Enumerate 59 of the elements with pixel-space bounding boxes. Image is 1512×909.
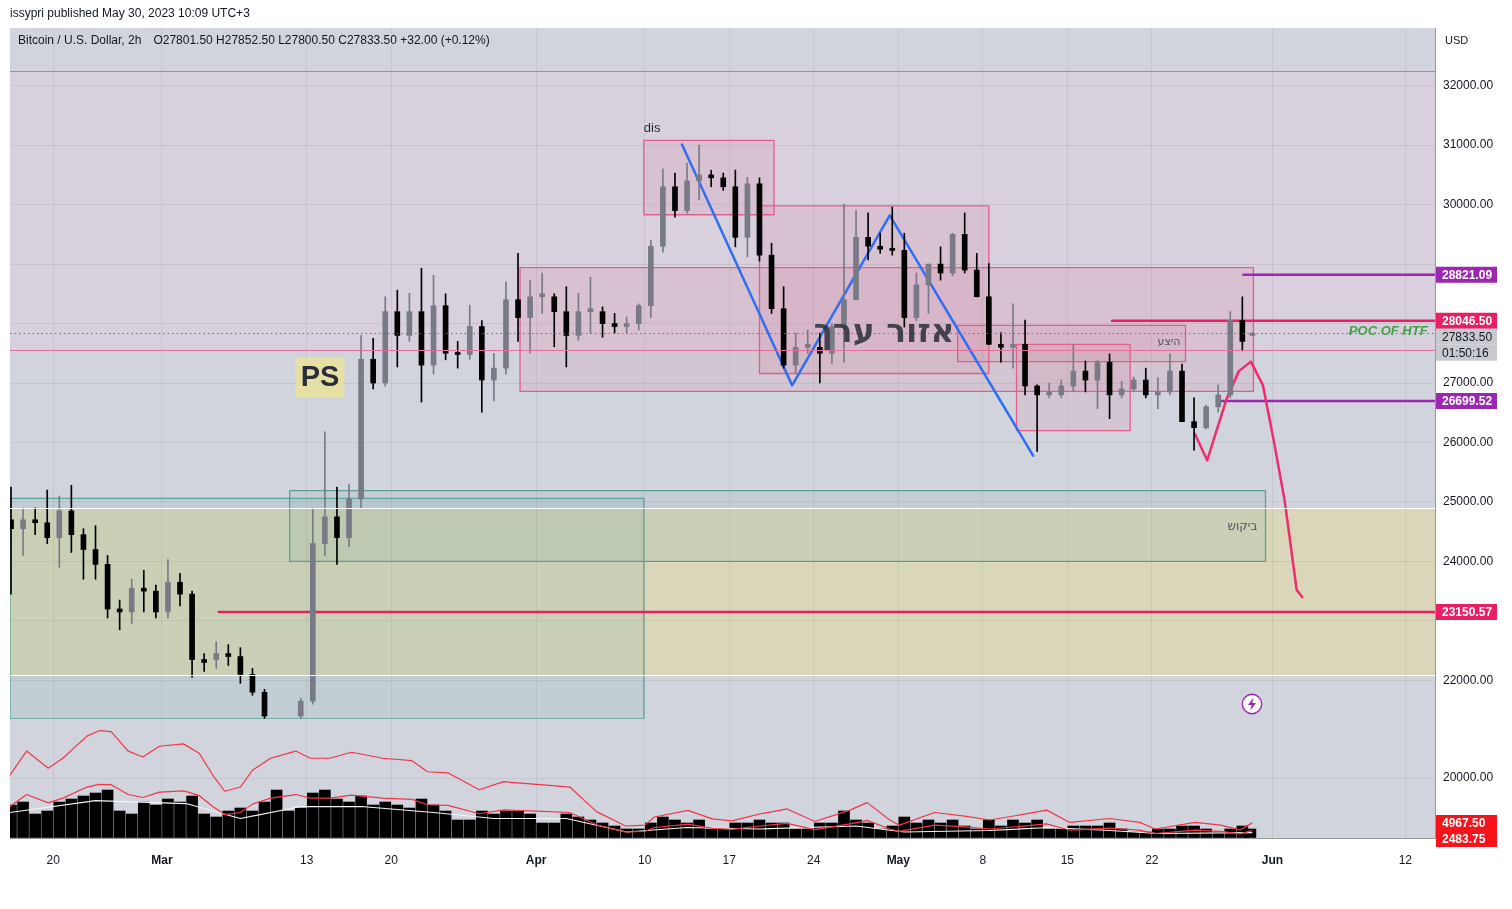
- candlestick: [213, 641, 220, 669]
- candlestick: [877, 232, 884, 254]
- candlestick: [225, 644, 232, 666]
- candlestick: [539, 272, 545, 314]
- y-tick-label: 22000.00: [1443, 672, 1494, 687]
- y-tick-label: 27000.00: [1443, 375, 1494, 390]
- x-tick-label: 15: [1060, 852, 1075, 867]
- x-tick-label: Mar: [151, 852, 173, 867]
- candlestick: [804, 329, 811, 354]
- annotation: היצע: [1157, 335, 1181, 349]
- annotation: ביקוש: [1227, 518, 1258, 533]
- y-tick-label: 31000.00: [1443, 137, 1494, 152]
- y-tick-label: 20000.00: [1443, 770, 1494, 785]
- candlestick: [998, 332, 1004, 363]
- candlestick: [1010, 303, 1016, 369]
- x-tick-label: 12: [1398, 852, 1413, 867]
- x-tick-label: 24: [807, 852, 821, 867]
- annotation: POC OF HTF: [1348, 323, 1429, 339]
- candlestick: [20, 507, 26, 556]
- data-label: 26699.52: [1442, 393, 1493, 408]
- candlestick: [1191, 397, 1197, 451]
- candlestick: [491, 352, 497, 402]
- candlestick: [32, 507, 38, 535]
- candlestick: [515, 253, 521, 342]
- x-tick-label: Apr: [525, 852, 547, 867]
- y-tick-label: 25000.00: [1443, 494, 1494, 509]
- candlestick: [696, 144, 702, 201]
- y-tick-label: 32000.00: [1443, 77, 1494, 92]
- x-tick-label: 10: [638, 852, 652, 867]
- candlestick: [889, 206, 896, 256]
- text: Bitcoin / U.S. Dollar, 2h: [18, 33, 142, 48]
- x-tick-label: 20: [46, 852, 61, 867]
- candlestick: [1034, 384, 1040, 452]
- data-label: 28046.50: [1442, 313, 1493, 328]
- y-tick-label: 24000.00: [1443, 553, 1494, 568]
- text: 4967.50: [1442, 815, 1486, 830]
- candlestick: [201, 653, 207, 672]
- x-tick-label: May: [886, 852, 911, 867]
- text: O27801.50 H27852.50 L27800.50 C27833.50 +32.00 (+0.12%): [153, 33, 490, 48]
- x-tick-label: 8: [979, 852, 987, 867]
- x-tick-label: 22: [1145, 852, 1159, 867]
- y-axis-title: USD: [1445, 34, 1469, 47]
- text: 01:50:16: [1442, 345, 1490, 360]
- candlestick: [322, 431, 328, 556]
- y-tick-label: 26000.00: [1443, 434, 1494, 449]
- x-tick-label: Jun: [1261, 852, 1284, 867]
- y-tick-label: 30000.00: [1443, 196, 1494, 211]
- annotation: dis: [643, 120, 661, 136]
- x-tick-label: 13: [300, 852, 314, 867]
- text: 2483.75: [1442, 831, 1486, 846]
- candlestick: [454, 341, 461, 369]
- annotation: PS: [300, 360, 340, 392]
- text: issypri published May 30, 2023 10:09 UTC+3: [10, 6, 251, 21]
- data-label: 28821.09: [1442, 267, 1493, 282]
- x-tick-label: 20: [384, 852, 399, 867]
- candlestick: [865, 212, 871, 261]
- ref-line-label: 27833.50: [1442, 329, 1493, 344]
- data-label: 23150.57: [1442, 604, 1493, 619]
- x-tick-label: 17: [722, 852, 737, 867]
